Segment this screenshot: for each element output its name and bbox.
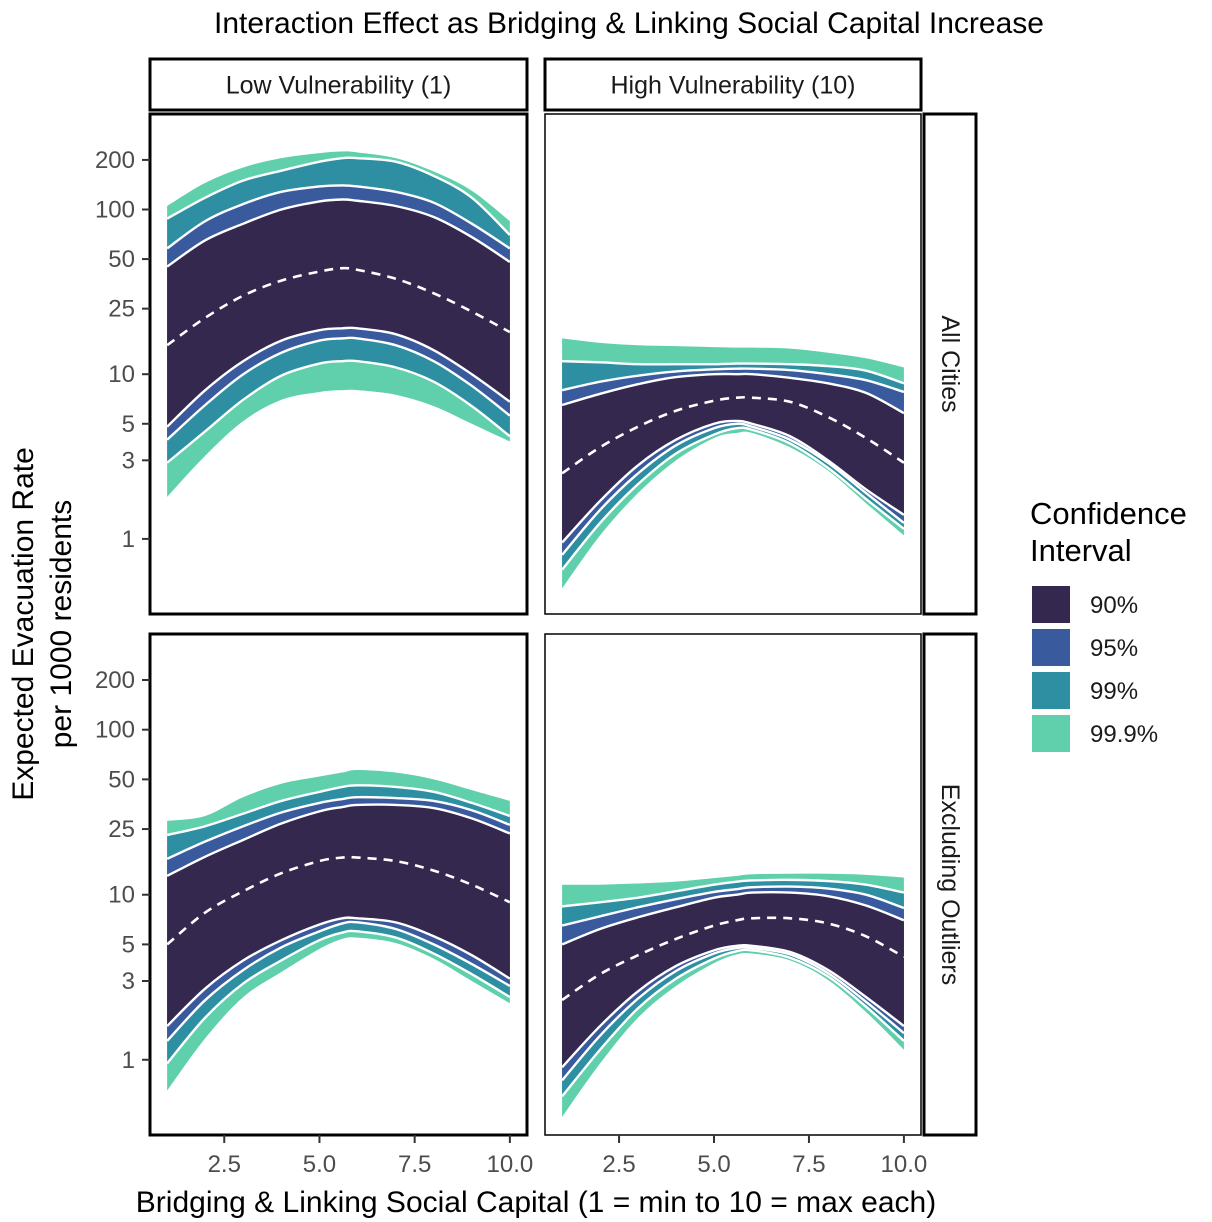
column-strip-low-vulnerability-1 bbox=[148, 57, 529, 112]
panel-all-cities-high-vulnerability-10-estimate-line bbox=[561, 395, 905, 475]
panel-excluding-outliers-high-vulnerability-10-band-99-lower-edge bbox=[561, 948, 905, 1098]
panel-all-cities-low-vulnerability-1-band-99-lower-edge bbox=[166, 359, 511, 464]
legend-label-99: 99% bbox=[1090, 678, 1138, 705]
panel-excluding-outliers-high-vulnerability-10-band-90-lower-edge bbox=[561, 943, 905, 1069]
x-tick-label-col2-10: 10.0 bbox=[881, 1151, 928, 1178]
y-tick-label-row2-5: 5 bbox=[122, 931, 135, 958]
row-strip-label-excluding-outliers: Excluding Outliers bbox=[936, 784, 964, 985]
panel-excluding-outliers-high-vulnerability-10-estimate-line bbox=[561, 916, 905, 1002]
x-tick-label-col2-2.5: 2.5 bbox=[602, 1151, 635, 1178]
panel-all-cities-low-vulnerability-1-band-95-upper-edge bbox=[166, 184, 511, 250]
y-tick-label-row1-100: 100 bbox=[95, 196, 135, 223]
legend-label-90: 90% bbox=[1090, 592, 1138, 619]
panel-excluding-outliers-low-vulnerability-1-band-99-upper-edge bbox=[166, 784, 511, 837]
row-strip-excluding-outliers bbox=[922, 632, 978, 1137]
x-tick-label-col2-7.5: 7.5 bbox=[792, 1151, 825, 1178]
panel-all-cities-high-vulnerability-10-band-95-upper-edge bbox=[561, 367, 905, 394]
y-tick-label-row1-10: 10 bbox=[108, 361, 135, 388]
panel-excluding-outliers-low-vulnerability-1-estimate-line bbox=[166, 855, 511, 946]
x-tick-label-col1-2.5: 2.5 bbox=[208, 1151, 241, 1178]
x-tick-label-col1-10: 10.0 bbox=[487, 1151, 534, 1178]
y-tick-label-row2-25: 25 bbox=[108, 816, 135, 843]
panel-all-cities-high-vulnerability-10-band-95-lower-edge bbox=[561, 422, 905, 556]
x-tick-label-col1-5: 5.0 bbox=[303, 1151, 336, 1178]
panel-all-cities-low-vulnerability-1-band-90 bbox=[167, 199, 510, 427]
panel-all-cities-high-vulnerability-10-band-90-lower-edge bbox=[561, 419, 905, 544]
y-tick-label-row2-200: 200 bbox=[95, 667, 135, 694]
legend-label-95: 95% bbox=[1090, 635, 1138, 662]
panel-excluding-outliers-low-vulnerability-1-band-90-upper-edge bbox=[166, 803, 511, 877]
y-tick-label-row2-10: 10 bbox=[108, 882, 135, 909]
y-tick-label-row1-200: 200 bbox=[95, 147, 135, 174]
y-tick-label-row1-3: 3 bbox=[122, 447, 135, 474]
panel-all-cities-high-vulnerability-10-band-99-lower-edge bbox=[561, 426, 905, 571]
x-axis-title: Bridging & Linking Social Capital (1 = m… bbox=[136, 1186, 936, 1219]
panel-all-cities-low-vulnerability-1-band-90-upper-edge bbox=[166, 198, 511, 268]
panel-excluding-outliers-high-vulnerability-10-band-99-upper-edge bbox=[561, 878, 905, 908]
panel-excluding-outliers-low-vulnerability-1-band-90-lower-edge bbox=[166, 916, 511, 1027]
legend-swatch-99-9 bbox=[1032, 715, 1070, 752]
panel-excluding-outliers-high-vulnerability-10-band-90-upper-edge bbox=[561, 891, 905, 946]
panel-all-cities-low-vulnerability-1-border bbox=[148, 112, 529, 616]
legend-swatch-99 bbox=[1032, 672, 1070, 709]
panel-all-cities-high-vulnerability-10-band-90 bbox=[562, 373, 904, 543]
panel-excluding-outliers-low-vulnerability-1-band-99-lower-edge bbox=[166, 929, 511, 1065]
legend-swatch-95 bbox=[1032, 629, 1070, 666]
panel-excluding-outliers-low-vulnerability-1-band-95-lower-edge bbox=[166, 920, 511, 1042]
y-tick-label-row2-3: 3 bbox=[122, 968, 135, 995]
y-tick-label-row1-50: 50 bbox=[108, 246, 135, 273]
panel-all-cities-low-vulnerability-1-estimate-line bbox=[166, 266, 511, 347]
panel-excluding-outliers-high-vulnerability-10-band-90 bbox=[562, 892, 904, 1068]
panel-all-cities-low-vulnerability-1-band-90-lower-edge bbox=[166, 326, 511, 428]
panel-all-cities-high-vulnerability-10-border bbox=[544, 113, 922, 615]
legend-title-line1: Confidence bbox=[1030, 496, 1187, 531]
column-strip-label-low-vulnerability-1: Low Vulnerability (1) bbox=[226, 72, 452, 100]
y-tick-label-row1-25: 25 bbox=[108, 296, 135, 323]
panel-excluding-outliers-low-vulnerability-1-band-95-upper-edge bbox=[166, 795, 511, 860]
column-strip-high-vulnerability-10 bbox=[543, 57, 923, 112]
y-tick-label-row1-5: 5 bbox=[122, 411, 135, 438]
panel-all-cities-high-vulnerability-10-band-99-upper-edge bbox=[562, 359, 905, 385]
panel-excluding-outliers-high-vulnerability-10-border bbox=[544, 633, 922, 1136]
y-tick-label-row1-1: 1 bbox=[122, 526, 135, 553]
panel-all-cities-high-vulnerability-10-band-90-upper-edge bbox=[561, 372, 905, 415]
row-strip-label-all-cities: All Cities bbox=[936, 315, 964, 412]
column-strip-label-high-vulnerability-10: High Vulnerability (10) bbox=[610, 72, 855, 100]
panel-all-cities-low-vulnerability-1-band-99-upper-edge bbox=[166, 156, 511, 236]
x-tick-label-col2-5: 5.0 bbox=[697, 1151, 730, 1178]
legend-swatch-90 bbox=[1032, 586, 1070, 623]
panel-excluding-outliers-low-vulnerability-1-band-90 bbox=[167, 804, 510, 1027]
panel-excluding-outliers-high-vulnerability-10-band-95-upper-edge bbox=[561, 885, 905, 927]
y-tick-label-row2-100: 100 bbox=[95, 717, 135, 744]
y-axis-title-line1: Expected Evacuation Rate bbox=[7, 447, 40, 801]
y-tick-label-row2-50: 50 bbox=[108, 766, 135, 793]
legend-label-99-9: 99.9% bbox=[1090, 721, 1158, 748]
x-tick-label-col1-7.5: 7.5 bbox=[398, 1151, 431, 1178]
panel-excluding-outliers-low-vulnerability-1-border bbox=[148, 632, 529, 1137]
legend-title-line2: Interval bbox=[1030, 533, 1132, 568]
row-strip-all-cities bbox=[922, 112, 978, 616]
chart-title: Interaction Effect as Bridging & Linking… bbox=[214, 7, 1044, 40]
y-axis-title-line2: per 1000 residents bbox=[45, 500, 78, 749]
panel-excluding-outliers-high-vulnerability-10-band-95-lower-edge bbox=[561, 946, 905, 1082]
panel-all-cities-low-vulnerability-1-band-95-lower-edge bbox=[166, 336, 511, 441]
y-tick-label-row2-1: 1 bbox=[122, 1047, 135, 1074]
